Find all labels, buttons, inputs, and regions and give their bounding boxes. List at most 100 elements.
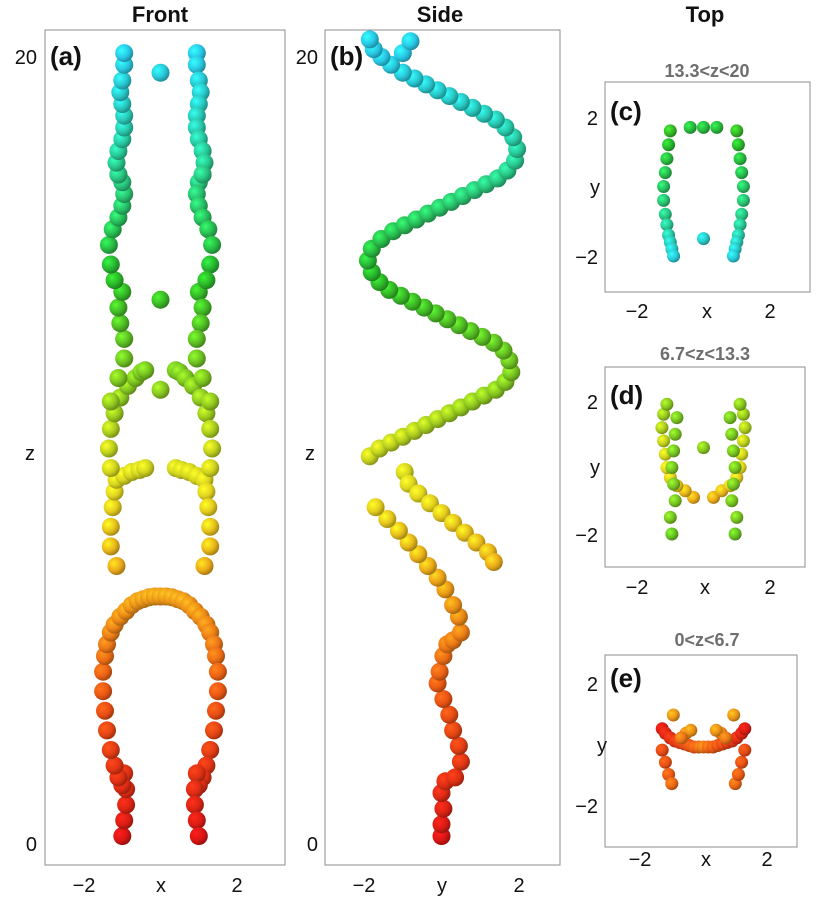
chart-point — [201, 741, 220, 759]
panel-c-xtick-2: 2 — [764, 301, 775, 323]
front-column-title: Front — [132, 2, 189, 27]
panel-c-xtick-neg2: −2 — [626, 301, 649, 323]
chart-point — [434, 799, 453, 818]
chart-point — [432, 815, 451, 834]
chart-point — [730, 510, 744, 524]
chart-point — [674, 731, 688, 745]
chart-point — [187, 764, 206, 783]
chart-point — [208, 662, 227, 681]
chart-point — [117, 795, 136, 814]
panel-c-subtitle: 13.3<z<20 — [664, 61, 749, 81]
chart-point — [115, 811, 134, 830]
chart-point — [434, 690, 453, 709]
panel-d-xlabel: x — [700, 577, 710, 599]
chart-point — [109, 298, 128, 317]
chart-point — [105, 271, 124, 290]
panel-b-frame — [324, 29, 561, 866]
chart-point — [697, 441, 710, 455]
panel-c-frame — [604, 81, 811, 293]
chart-point — [738, 421, 752, 435]
panel-d-tag: (d) — [610, 380, 643, 410]
chart-point — [195, 557, 214, 575]
chart-point — [738, 722, 752, 736]
panel-a-xtick-neg2: −2 — [73, 875, 96, 897]
chart-point — [201, 392, 220, 411]
chart-point — [193, 165, 212, 184]
chart-point — [657, 434, 671, 448]
chart-point — [655, 421, 669, 435]
panel-b-ylabel: z — [305, 443, 315, 465]
chart-point — [733, 218, 747, 232]
chart-point — [728, 461, 742, 474]
panel-a-xlabel: x — [156, 875, 166, 897]
chart-point — [99, 439, 118, 458]
panel-a-ytick-20: 20 — [15, 47, 37, 69]
chart-point — [730, 124, 744, 138]
chart-point — [366, 498, 385, 517]
chart-point — [203, 439, 222, 458]
panel-d-xtick-2: 2 — [764, 577, 775, 599]
chart-point — [667, 477, 681, 491]
chart-point — [731, 768, 745, 781]
chart-point — [733, 397, 747, 411]
chart-point — [667, 249, 681, 263]
panel-a-frame — [44, 29, 286, 866]
chart-point — [723, 411, 737, 425]
panel-d-ytick-neg2: −2 — [575, 525, 598, 547]
chart-point — [733, 152, 747, 166]
chart-point — [201, 517, 220, 536]
chart-point — [94, 662, 113, 681]
chart-point — [191, 314, 210, 333]
chart-point — [113, 827, 132, 846]
chart-point — [660, 152, 674, 166]
chart-point — [657, 180, 671, 193]
panel-c-ytick-2: 2 — [587, 108, 598, 130]
chart-point — [736, 193, 750, 207]
panel-b-tag: (b) — [330, 41, 363, 71]
chart-point — [401, 32, 420, 51]
chart-point — [96, 701, 114, 720]
chart-point — [726, 249, 740, 263]
panel-d-frame — [604, 366, 806, 568]
chart-point — [199, 498, 218, 517]
panel-e-subtitle: 0<z<6.7 — [674, 630, 739, 650]
chart-point — [484, 553, 503, 571]
chart-point — [683, 120, 697, 134]
chart-point — [663, 510, 677, 524]
chart-point — [389, 521, 408, 540]
panel-a-ylabel: z — [25, 443, 35, 465]
panel-b-ytick-0: 0 — [307, 834, 318, 856]
chart-point — [451, 752, 470, 771]
panel-e-points — [655, 708, 752, 791]
chart-point — [668, 494, 682, 508]
panel-c-ylabel: y — [590, 177, 600, 199]
panel-e-xtick-2: 2 — [761, 849, 772, 871]
chart-point — [440, 705, 459, 724]
panel-b-xlabel: y — [437, 875, 447, 897]
panel-e-xlabel: x — [701, 849, 711, 871]
panel-c-xlabel: x — [702, 301, 712, 323]
chart-point — [109, 369, 128, 387]
chart-point — [665, 777, 679, 791]
panel-d-ylabel: y — [590, 457, 600, 479]
chart-point — [725, 494, 739, 508]
chart-point — [657, 193, 671, 207]
chart-point — [187, 811, 206, 830]
chart-point — [101, 537, 120, 556]
chart-point — [663, 124, 677, 138]
chart-point — [101, 741, 120, 759]
chart-point — [449, 737, 468, 755]
chart-point — [115, 329, 134, 348]
chart-point — [107, 557, 126, 575]
chart-point — [94, 682, 113, 701]
chart-point — [115, 44, 134, 63]
chart-point — [665, 527, 679, 541]
chart-point — [101, 517, 120, 536]
chart-point — [208, 682, 227, 701]
chart-point — [101, 419, 120, 438]
chart-point — [728, 527, 742, 541]
chart-point — [657, 407, 671, 421]
panel-a-xtick-2: 2 — [231, 875, 242, 897]
chart-point — [111, 314, 130, 333]
chart-point — [360, 30, 379, 49]
